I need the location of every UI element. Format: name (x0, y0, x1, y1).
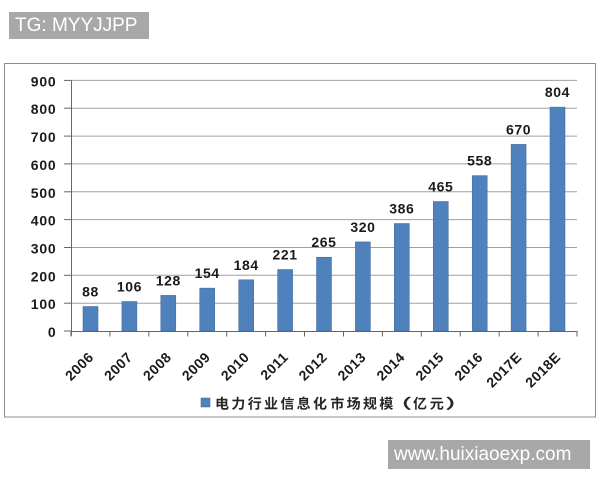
svg-text:0: 0 (48, 324, 57, 340)
svg-text:900: 900 (31, 73, 57, 89)
svg-text:558: 558 (467, 153, 492, 169)
svg-text:100: 100 (31, 296, 57, 312)
svg-text:154: 154 (195, 265, 220, 281)
svg-text:500: 500 (31, 185, 57, 201)
svg-text:88: 88 (82, 284, 99, 300)
svg-text:221: 221 (273, 247, 298, 263)
svg-text:800: 800 (31, 101, 57, 117)
svg-text:465: 465 (428, 179, 453, 195)
svg-text:386: 386 (389, 201, 414, 217)
svg-text:700: 700 (31, 129, 57, 145)
svg-text:265: 265 (311, 234, 336, 250)
svg-text:128: 128 (156, 272, 181, 288)
svg-text:200: 200 (31, 268, 57, 284)
svg-text:106: 106 (117, 279, 142, 295)
svg-text:670: 670 (506, 121, 531, 137)
svg-text:804: 804 (545, 84, 570, 100)
svg-text:600: 600 (31, 157, 57, 173)
svg-text:300: 300 (31, 241, 57, 257)
svg-text:184: 184 (234, 257, 259, 273)
svg-text:320: 320 (350, 219, 375, 235)
svg-text:400: 400 (31, 213, 57, 229)
